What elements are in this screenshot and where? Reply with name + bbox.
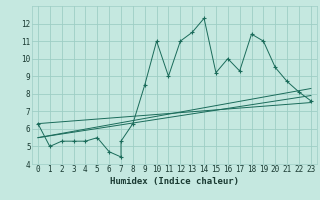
X-axis label: Humidex (Indice chaleur): Humidex (Indice chaleur) [110, 177, 239, 186]
